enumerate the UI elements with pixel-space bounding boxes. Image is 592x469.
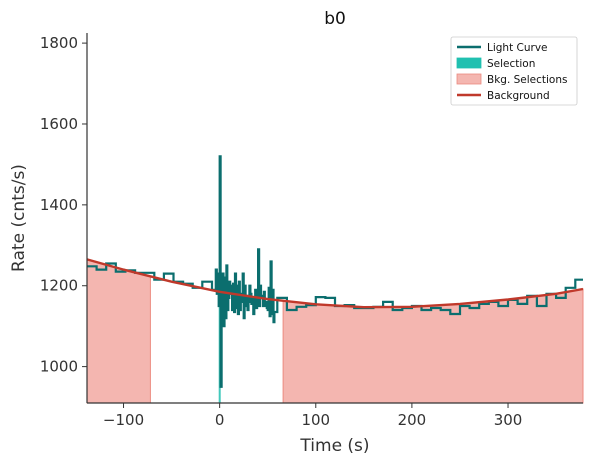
x-tick-label: −100 [103,411,144,429]
legend-patch-swatch [456,57,482,69]
legend-item: Bkg. Selections [456,73,567,86]
x-tick-label: 200 [398,411,427,429]
background-fit-series [86,258,584,309]
legend-label: Selection [487,58,535,70]
legend-item: Light Curve [457,42,548,54]
legend-label: Bkg. Selections [487,74,567,86]
x-tick-label: 300 [494,411,523,429]
chart-title: b0 [324,9,346,29]
legend-patch-swatch [456,73,482,85]
x-tick-label: 0 [215,411,225,429]
y-tick-label: 1000 [40,358,78,376]
legend-item: Selection [456,57,535,70]
legend-label: Light Curve [487,42,548,54]
bkg-selections-layer [86,258,584,404]
x-axis-label: Time (s) [299,436,369,456]
y-tick-label: 1200 [40,277,78,295]
legend-label: Background [487,90,550,102]
legend-frame [450,36,578,106]
legend: Light Curve Selection Bkg. Selections Backg… [450,36,578,106]
legend-item: Background [457,90,550,102]
axes-layer [86,33,583,404]
bkg-selection-region-1 [86,258,151,404]
x-tick-label: 100 [301,411,330,429]
y-tick-label: 1600 [40,115,78,133]
ticks-layer: −100 0 100 200 300 1000 1200 1400 1600 1800 [40,34,523,429]
background-fit-layer [86,258,584,309]
y-tick-label: 1800 [40,34,78,52]
y-tick-label: 1400 [40,196,78,214]
y-axis-label: Rate (cnts/s) [9,164,29,272]
